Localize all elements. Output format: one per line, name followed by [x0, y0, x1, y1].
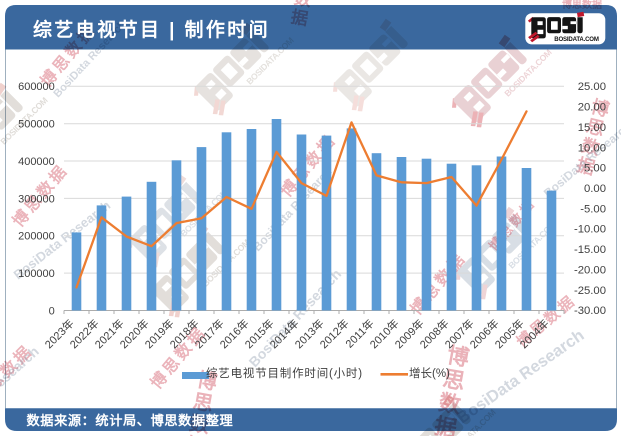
svg-text:400000: 400000 — [18, 156, 55, 168]
svg-text:-25.00: -25.00 — [574, 285, 606, 297]
svg-text:思: 思 — [441, 366, 467, 394]
svg-text:-20.00: -20.00 — [574, 264, 606, 276]
svg-text:博思数据: 博思数据 — [562, 0, 602, 11]
svg-text:300000: 300000 — [18, 193, 55, 205]
svg-text:数: 数 — [579, 134, 603, 159]
svg-text:0.00: 0.00 — [584, 183, 606, 195]
svg-text:500000: 500000 — [18, 119, 55, 131]
svg-text:200000: 200000 — [18, 231, 55, 243]
svg-text:20.00: 20.00 — [578, 102, 606, 114]
svg-text:据: 据 — [433, 413, 459, 436]
svg-text:思: 思 — [584, 116, 606, 140]
svg-text:数据来源：统计局、博思数据整理: 数据来源：统计局、博思数据整理 — [27, 412, 234, 428]
svg-text:综艺电视节目 | 制作时间: 综艺电视节目 | 制作时间 — [33, 18, 270, 41]
svg-text:据: 据 — [289, 6, 309, 29]
svg-text:-5.00: -5.00 — [580, 203, 606, 215]
svg-text:25.00: 25.00 — [578, 81, 606, 93]
svg-text:数: 数 — [187, 411, 212, 436]
svg-text:-30.00: -30.00 — [574, 305, 606, 317]
svg-text:10.00: 10.00 — [578, 142, 606, 154]
svg-text:-10.00: -10.00 — [574, 224, 606, 236]
svg-text:博: 博 — [445, 342, 471, 370]
svg-text:5.00: 5.00 — [584, 163, 606, 175]
svg-text:0: 0 — [49, 305, 55, 317]
svg-text:博: 博 — [589, 96, 612, 121]
svg-text:据: 据 — [575, 154, 598, 179]
svg-text:增长(%): 增长(%) — [409, 366, 450, 380]
svg-text:600000: 600000 — [18, 81, 55, 93]
svg-text:100000: 100000 — [18, 268, 55, 280]
svg-text:数: 数 — [293, 0, 314, 10]
svg-text:-15.00: -15.00 — [574, 244, 606, 256]
svg-text:15.00: 15.00 — [578, 122, 606, 134]
svg-text:思: 思 — [191, 390, 215, 416]
svg-text:BOSIDATA.COM: BOSIDATA.COM — [554, 36, 599, 43]
svg-text:综艺电视节目制作时间(小时): 综艺电视节目制作时间(小时) — [206, 366, 363, 380]
